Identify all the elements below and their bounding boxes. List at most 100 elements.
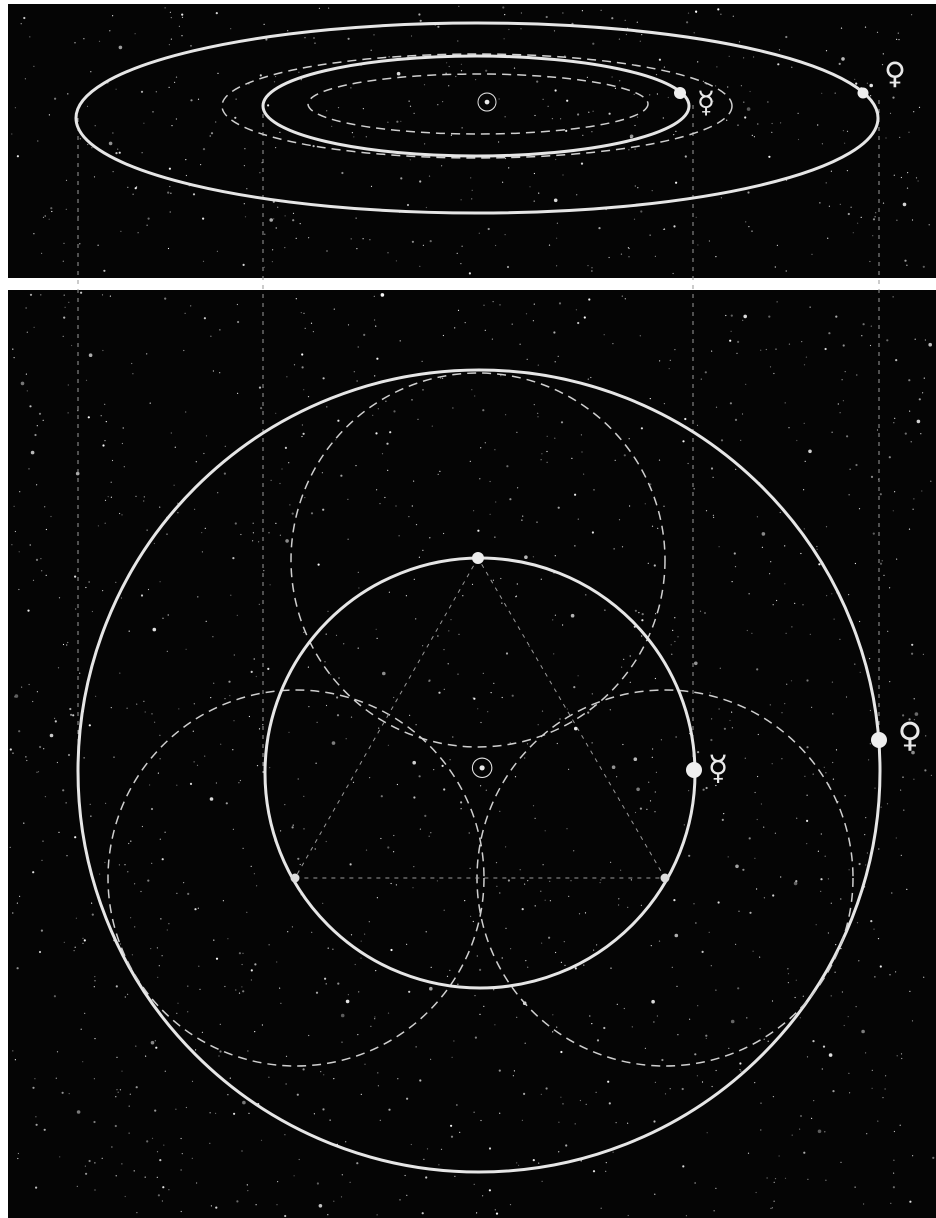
star: [332, 948, 334, 950]
star: [490, 692, 492, 694]
star: [37, 140, 39, 142]
star: [134, 883, 136, 885]
star: [638, 612, 640, 614]
star: [527, 966, 529, 968]
star: [662, 228, 665, 230]
star: [749, 90, 751, 93]
star: [422, 645, 424, 647]
star: [303, 312, 305, 314]
star: [902, 202, 907, 207]
star: [620, 253, 623, 255]
star: [159, 1159, 162, 1162]
star: [458, 5, 460, 7]
star: [791, 626, 793, 628]
star: [425, 1176, 428, 1179]
star: [914, 712, 919, 716]
star: [697, 751, 700, 754]
star: [94, 1038, 96, 1040]
star: [308, 237, 310, 239]
star: [140, 890, 142, 893]
star: [408, 516, 410, 518]
star: [537, 412, 539, 414]
mercury-symbol: ☿: [697, 86, 715, 121]
star: [134, 33, 136, 35]
star: [585, 594, 587, 596]
star: [43, 1128, 46, 1131]
star: [259, 172, 261, 174]
star: [784, 583, 786, 585]
star: [888, 456, 891, 459]
star: [709, 692, 711, 694]
star: [893, 1159, 895, 1161]
star: [20, 23, 22, 25]
star: [880, 806, 882, 808]
star: [217, 492, 219, 494]
star: [285, 1083, 287, 1085]
star: [132, 373, 134, 375]
star: [164, 831, 166, 833]
star: [426, 1148, 429, 1150]
star: [693, 488, 695, 490]
star: [197, 98, 200, 100]
star: [99, 873, 101, 875]
star: [846, 435, 849, 438]
star: [263, 23, 265, 25]
star: [611, 765, 616, 769]
venus-dot: [857, 87, 869, 99]
star: [443, 649, 445, 651]
star: [451, 1056, 453, 1058]
star: [702, 788, 705, 791]
star: [18, 551, 20, 553]
star: [651, 756, 653, 758]
star: [157, 772, 159, 774]
star: [808, 449, 812, 454]
star: [647, 562, 649, 564]
star: [603, 1026, 606, 1030]
star: [699, 610, 702, 612]
star: [487, 711, 489, 713]
star: [913, 111, 915, 113]
star: [710, 965, 712, 967]
star: [314, 848, 316, 850]
star: [325, 840, 327, 843]
star: [135, 1086, 138, 1089]
star: [333, 308, 335, 310]
star: [110, 707, 112, 709]
star: [870, 475, 874, 478]
star: [737, 124, 739, 126]
star: [869, 709, 872, 712]
star: [532, 805, 535, 807]
star: [313, 1113, 315, 1115]
star: [470, 177, 472, 179]
star: [107, 496, 109, 498]
star: [65, 802, 67, 804]
star: [456, 252, 458, 254]
star: [536, 521, 538, 523]
star: [694, 1182, 696, 1184]
star: [409, 714, 411, 716]
star: [413, 866, 415, 868]
star: [649, 94, 651, 96]
star: [396, 120, 399, 123]
star: [192, 730, 194, 732]
star: [659, 360, 661, 362]
star: [120, 230, 122, 232]
star: [16, 902, 18, 904]
star: [225, 802, 228, 805]
star: [216, 250, 218, 252]
star: [480, 447, 482, 449]
star: [250, 670, 253, 674]
star: [415, 724, 417, 726]
star: [315, 991, 319, 994]
star: [376, 1214, 378, 1216]
star: [755, 1191, 757, 1194]
star: [559, 718, 561, 720]
star: [701, 1081, 704, 1083]
star: [156, 947, 158, 949]
star: [831, 681, 834, 683]
star: [554, 614, 557, 616]
star: [736, 352, 738, 354]
star: [94, 125, 96, 127]
star: [101, 294, 104, 296]
star: [93, 1120, 96, 1124]
